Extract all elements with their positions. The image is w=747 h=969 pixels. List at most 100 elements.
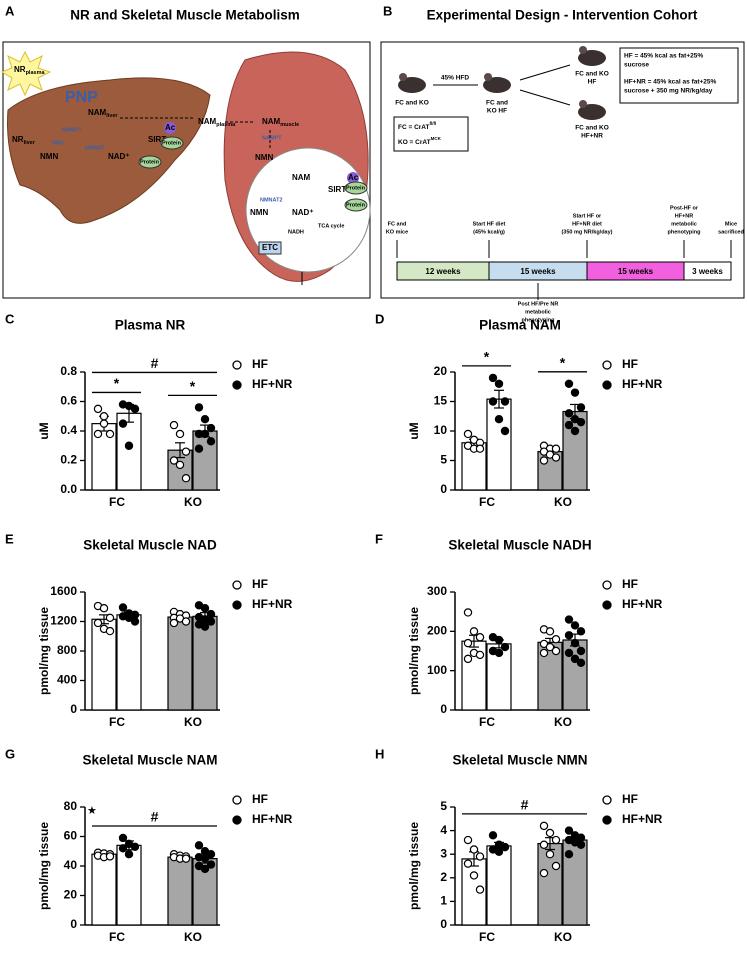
y-tick-label: 0 xyxy=(440,482,447,496)
data-point xyxy=(500,426,510,436)
legend-label: HF xyxy=(252,792,268,806)
data-point xyxy=(105,852,115,861)
etc-box xyxy=(258,241,282,255)
diagram-label: HF xyxy=(588,79,597,86)
milestone-label: phenotyping xyxy=(668,229,701,235)
data-point xyxy=(488,831,498,840)
diagram-label: FC and xyxy=(486,100,508,107)
data-point xyxy=(181,473,191,483)
genotype-label: FC = CrATfl/fl xyxy=(398,121,436,131)
x-tick-label: FC xyxy=(479,930,495,944)
legend-marker xyxy=(232,580,242,590)
bar xyxy=(116,844,142,926)
y-tick-label: 3 xyxy=(440,846,447,860)
milestone-label: Post-HF or xyxy=(670,205,699,211)
milestone-label: sacrificed xyxy=(718,229,744,235)
diagram-label: NAM xyxy=(292,173,311,182)
data-point xyxy=(551,646,561,656)
significance-label: # xyxy=(151,809,159,825)
y-tick-label: 0.8 xyxy=(60,364,77,378)
diagram-label: NAMPT xyxy=(62,127,82,133)
data-point xyxy=(118,833,128,843)
y-axis-label: uM xyxy=(37,422,51,439)
mouse-icon xyxy=(483,77,511,93)
data-point xyxy=(105,429,115,439)
protein-shape xyxy=(138,155,162,169)
milestone-label: metabolic xyxy=(525,309,551,315)
genotype-label: KO = CrATMCK xyxy=(398,136,442,146)
diet-definition: HF+NR = 45% kcal as fat+25% xyxy=(624,79,717,86)
y-tick-label: 20 xyxy=(64,888,78,902)
panel-letter: F xyxy=(375,531,383,546)
data-point xyxy=(118,419,128,428)
protein-shape xyxy=(160,136,184,150)
legend-marker xyxy=(232,360,242,370)
data-point xyxy=(500,842,510,852)
bar xyxy=(91,853,117,926)
x-tick-label: FC xyxy=(109,930,125,944)
data-point xyxy=(564,420,574,430)
diagram-label: NAD⁺ xyxy=(108,152,130,161)
panel-letter: G xyxy=(5,746,15,761)
diagram-label: NAD⁺ xyxy=(292,208,314,217)
data-point xyxy=(118,603,128,612)
diagram-label: KO HF xyxy=(487,108,507,115)
x-tick-label: FC xyxy=(479,715,495,729)
legend-label: HF xyxy=(622,792,638,806)
y-tick-label: 2 xyxy=(440,870,447,884)
diagram-label: Protein xyxy=(346,185,366,191)
data-point xyxy=(551,444,561,453)
diet-definition: sucrose + 350 mg NR/kg/day xyxy=(624,88,713,95)
data-point xyxy=(206,617,216,626)
significance-label: # xyxy=(151,355,159,371)
chart-title: Skeletal Muscle NAD xyxy=(83,538,217,553)
data-point xyxy=(475,633,485,642)
chart-title: Skeletal Muscle NMN xyxy=(452,753,587,768)
diet-definition: sucrose xyxy=(624,62,649,69)
legend-marker xyxy=(602,795,612,805)
data-point xyxy=(545,627,555,636)
data-point xyxy=(494,379,504,389)
panel-title: Experimental Design - Intervention Cohor… xyxy=(427,8,698,23)
data-point xyxy=(206,423,216,433)
legend-label: HF xyxy=(622,577,638,591)
diagram-label: NMN xyxy=(255,153,273,162)
data-point xyxy=(99,604,109,613)
milestone-label: KO mice xyxy=(386,229,408,235)
data-point xyxy=(463,429,473,439)
bar xyxy=(116,614,142,711)
diagram-label: Protein xyxy=(162,140,182,146)
panel-letter: B xyxy=(383,3,392,18)
milestone-label: Post HF/Pre NR xyxy=(518,301,559,307)
bar xyxy=(167,616,193,711)
y-axis-label: uM xyxy=(407,422,421,439)
legend-label: HF+NR xyxy=(622,812,663,826)
label-sub: liver xyxy=(106,113,118,119)
data-point xyxy=(181,447,191,456)
y-tick-label: 5 xyxy=(440,453,447,467)
x-tick-label: KO xyxy=(554,715,572,729)
diagram-label: SIRT xyxy=(328,185,346,194)
label-sup: fl/fl xyxy=(429,121,436,126)
data-point xyxy=(194,444,204,453)
data-point xyxy=(564,849,574,859)
bar xyxy=(486,398,512,491)
diagram-label: Protein xyxy=(140,159,160,165)
data-point xyxy=(463,859,473,868)
y-tick-label: 0.0 xyxy=(60,482,77,496)
data-point xyxy=(175,429,185,439)
data-point xyxy=(545,849,555,859)
data-point xyxy=(500,397,510,406)
legend-marker xyxy=(232,380,242,390)
mouse-icon xyxy=(578,50,606,66)
diet-definition: HF = 45% kcal as fat+25% xyxy=(624,53,703,60)
data-point xyxy=(200,864,210,874)
data-point xyxy=(181,854,191,863)
panel-letter: H xyxy=(375,746,384,761)
data-point xyxy=(576,840,586,849)
data-point xyxy=(564,615,574,624)
segment-label: 3 weeks xyxy=(692,267,723,276)
diagram-label: NAMPT xyxy=(262,135,282,141)
data-point xyxy=(194,841,204,850)
legend-marker xyxy=(602,600,612,610)
